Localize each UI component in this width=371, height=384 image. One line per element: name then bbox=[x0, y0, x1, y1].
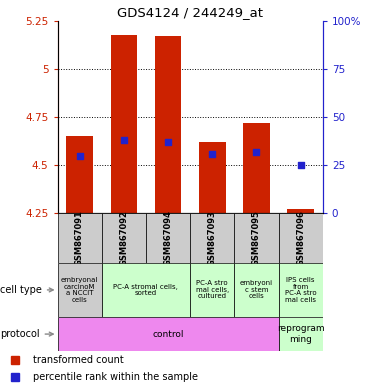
FancyBboxPatch shape bbox=[190, 263, 234, 317]
Point bbox=[298, 162, 303, 168]
Bar bbox=[243, 123, 270, 213]
Point bbox=[165, 139, 171, 145]
FancyBboxPatch shape bbox=[146, 213, 190, 263]
Bar bbox=[288, 209, 314, 213]
Text: percentile rank within the sample: percentile rank within the sample bbox=[33, 372, 198, 382]
Bar bbox=[155, 36, 181, 213]
Text: control: control bbox=[152, 329, 184, 339]
Text: GSM867094: GSM867094 bbox=[164, 210, 173, 266]
Text: GSM867095: GSM867095 bbox=[252, 210, 261, 266]
Text: embryoni
c stem
cells: embryoni c stem cells bbox=[240, 280, 273, 300]
Text: reprogram
ming: reprogram ming bbox=[277, 324, 325, 344]
Point bbox=[121, 137, 127, 143]
Text: transformed count: transformed count bbox=[33, 354, 124, 364]
Text: GSM867096: GSM867096 bbox=[296, 210, 305, 266]
Text: PC-A stromal cells,
sorted: PC-A stromal cells, sorted bbox=[114, 284, 178, 296]
FancyBboxPatch shape bbox=[190, 213, 234, 263]
FancyBboxPatch shape bbox=[58, 213, 102, 263]
Title: GDS4124 / 244249_at: GDS4124 / 244249_at bbox=[117, 5, 263, 18]
FancyBboxPatch shape bbox=[58, 263, 102, 317]
Text: GSM867093: GSM867093 bbox=[208, 210, 217, 266]
FancyBboxPatch shape bbox=[279, 317, 323, 351]
Bar bbox=[66, 136, 93, 213]
FancyBboxPatch shape bbox=[102, 213, 146, 263]
Bar bbox=[199, 142, 226, 213]
FancyBboxPatch shape bbox=[58, 317, 279, 351]
FancyBboxPatch shape bbox=[234, 213, 279, 263]
Text: protocol: protocol bbox=[0, 329, 53, 339]
Text: cell type: cell type bbox=[0, 285, 53, 295]
FancyBboxPatch shape bbox=[279, 213, 323, 263]
Text: IPS cells
from
PC-A stro
mal cells: IPS cells from PC-A stro mal cells bbox=[285, 277, 316, 303]
Text: embryonal
carcinoM
a NCCIT
cells: embryonal carcinoM a NCCIT cells bbox=[61, 277, 98, 303]
Text: PC-A stro
mal cells,
cultured: PC-A stro mal cells, cultured bbox=[196, 280, 229, 300]
FancyBboxPatch shape bbox=[102, 263, 190, 317]
Text: GSM867092: GSM867092 bbox=[119, 210, 128, 266]
FancyBboxPatch shape bbox=[234, 263, 279, 317]
FancyBboxPatch shape bbox=[279, 263, 323, 317]
Bar bbox=[111, 35, 137, 213]
Point bbox=[253, 149, 259, 155]
Text: GSM867091: GSM867091 bbox=[75, 210, 84, 266]
Point bbox=[209, 151, 215, 157]
Point bbox=[77, 152, 83, 159]
